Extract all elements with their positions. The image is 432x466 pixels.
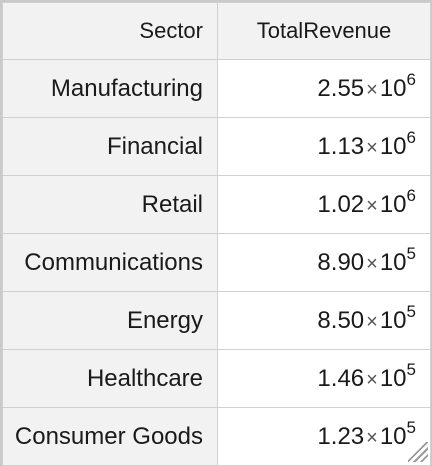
row-header-sector: Consumer Goods bbox=[2, 407, 218, 466]
revenue-base: 10 bbox=[379, 74, 407, 102]
row-header-sector: Communications bbox=[2, 233, 218, 292]
row-header-sector: Manufacturing bbox=[2, 59, 218, 118]
table-row: Consumer Goods 1.23 ×105 bbox=[2, 407, 431, 466]
resize-grip-icon[interactable] bbox=[408, 442, 428, 462]
revenue-exponent: 5 bbox=[406, 301, 416, 321]
table-row: Retail 1.02 ×106 bbox=[2, 175, 431, 234]
revenue-cell: 1.13 ×106 bbox=[217, 117, 431, 176]
times-sign: × bbox=[366, 368, 378, 391]
times-sign: × bbox=[366, 310, 378, 333]
revenue-base: 10 bbox=[379, 190, 407, 218]
table-row: Communications 8.90 ×105 bbox=[2, 233, 431, 292]
revenue-cell: 1.23 ×105 bbox=[217, 407, 431, 466]
revenue-cell: 1.46 ×105 bbox=[217, 349, 431, 408]
revenue-cell: 2.55 ×106 bbox=[217, 59, 431, 118]
revenue-mantissa: 8.90 bbox=[317, 248, 365, 276]
revenue-base: 10 bbox=[379, 248, 407, 276]
row-header-sector: Healthcare bbox=[2, 349, 218, 408]
table-row: Energy 8.50 ×105 bbox=[2, 291, 431, 350]
revenue-exponent: 6 bbox=[406, 185, 416, 205]
times-sign: × bbox=[366, 136, 378, 159]
revenue-exponent: 5 bbox=[406, 359, 416, 379]
table-body: Manufacturing 2.55 ×106 Financial 1.13 ×10… bbox=[2, 59, 431, 466]
table-row: Healthcare 1.46 ×105 bbox=[2, 349, 431, 408]
revenue-mantissa: 1.02 bbox=[317, 190, 365, 218]
revenue-cell: 1.02 ×106 bbox=[217, 175, 431, 234]
row-header-sector: Retail bbox=[2, 175, 218, 234]
revenue-mantissa: 1.13 bbox=[317, 132, 365, 160]
revenue-mantissa: 1.23 bbox=[317, 422, 365, 450]
row-header-sector: Energy bbox=[2, 291, 218, 350]
revenue-exponent: 5 bbox=[406, 243, 416, 263]
revenue-mantissa: 8.50 bbox=[317, 306, 365, 334]
revenue-base: 10 bbox=[379, 306, 407, 334]
revenue-exponent: 5 bbox=[406, 417, 416, 437]
times-sign: × bbox=[366, 426, 378, 449]
column-header-sector[interactable]: Sector bbox=[2, 2, 218, 60]
header-row: Sector TotalRevenue bbox=[2, 2, 431, 60]
revenue-base: 10 bbox=[379, 364, 407, 392]
times-sign: × bbox=[366, 78, 378, 101]
revenue-mantissa: 2.55 bbox=[317, 74, 365, 102]
table-row: Financial 1.13 ×106 bbox=[2, 117, 431, 176]
column-header-total-revenue[interactable]: TotalRevenue bbox=[217, 2, 431, 60]
revenue-mantissa: 1.46 bbox=[317, 364, 365, 392]
times-sign: × bbox=[366, 252, 378, 275]
row-header-sector: Financial bbox=[2, 117, 218, 176]
table-row: Manufacturing 2.55 ×106 bbox=[2, 59, 431, 118]
revenue-base: 10 bbox=[379, 132, 407, 160]
revenue-exponent: 6 bbox=[406, 69, 416, 89]
revenue-base: 10 bbox=[379, 422, 407, 450]
revenue-cell: 8.90 ×105 bbox=[217, 233, 431, 292]
times-sign: × bbox=[366, 194, 378, 217]
revenue-cell: 8.50 ×105 bbox=[217, 291, 431, 350]
revenue-exponent: 6 bbox=[406, 127, 416, 147]
